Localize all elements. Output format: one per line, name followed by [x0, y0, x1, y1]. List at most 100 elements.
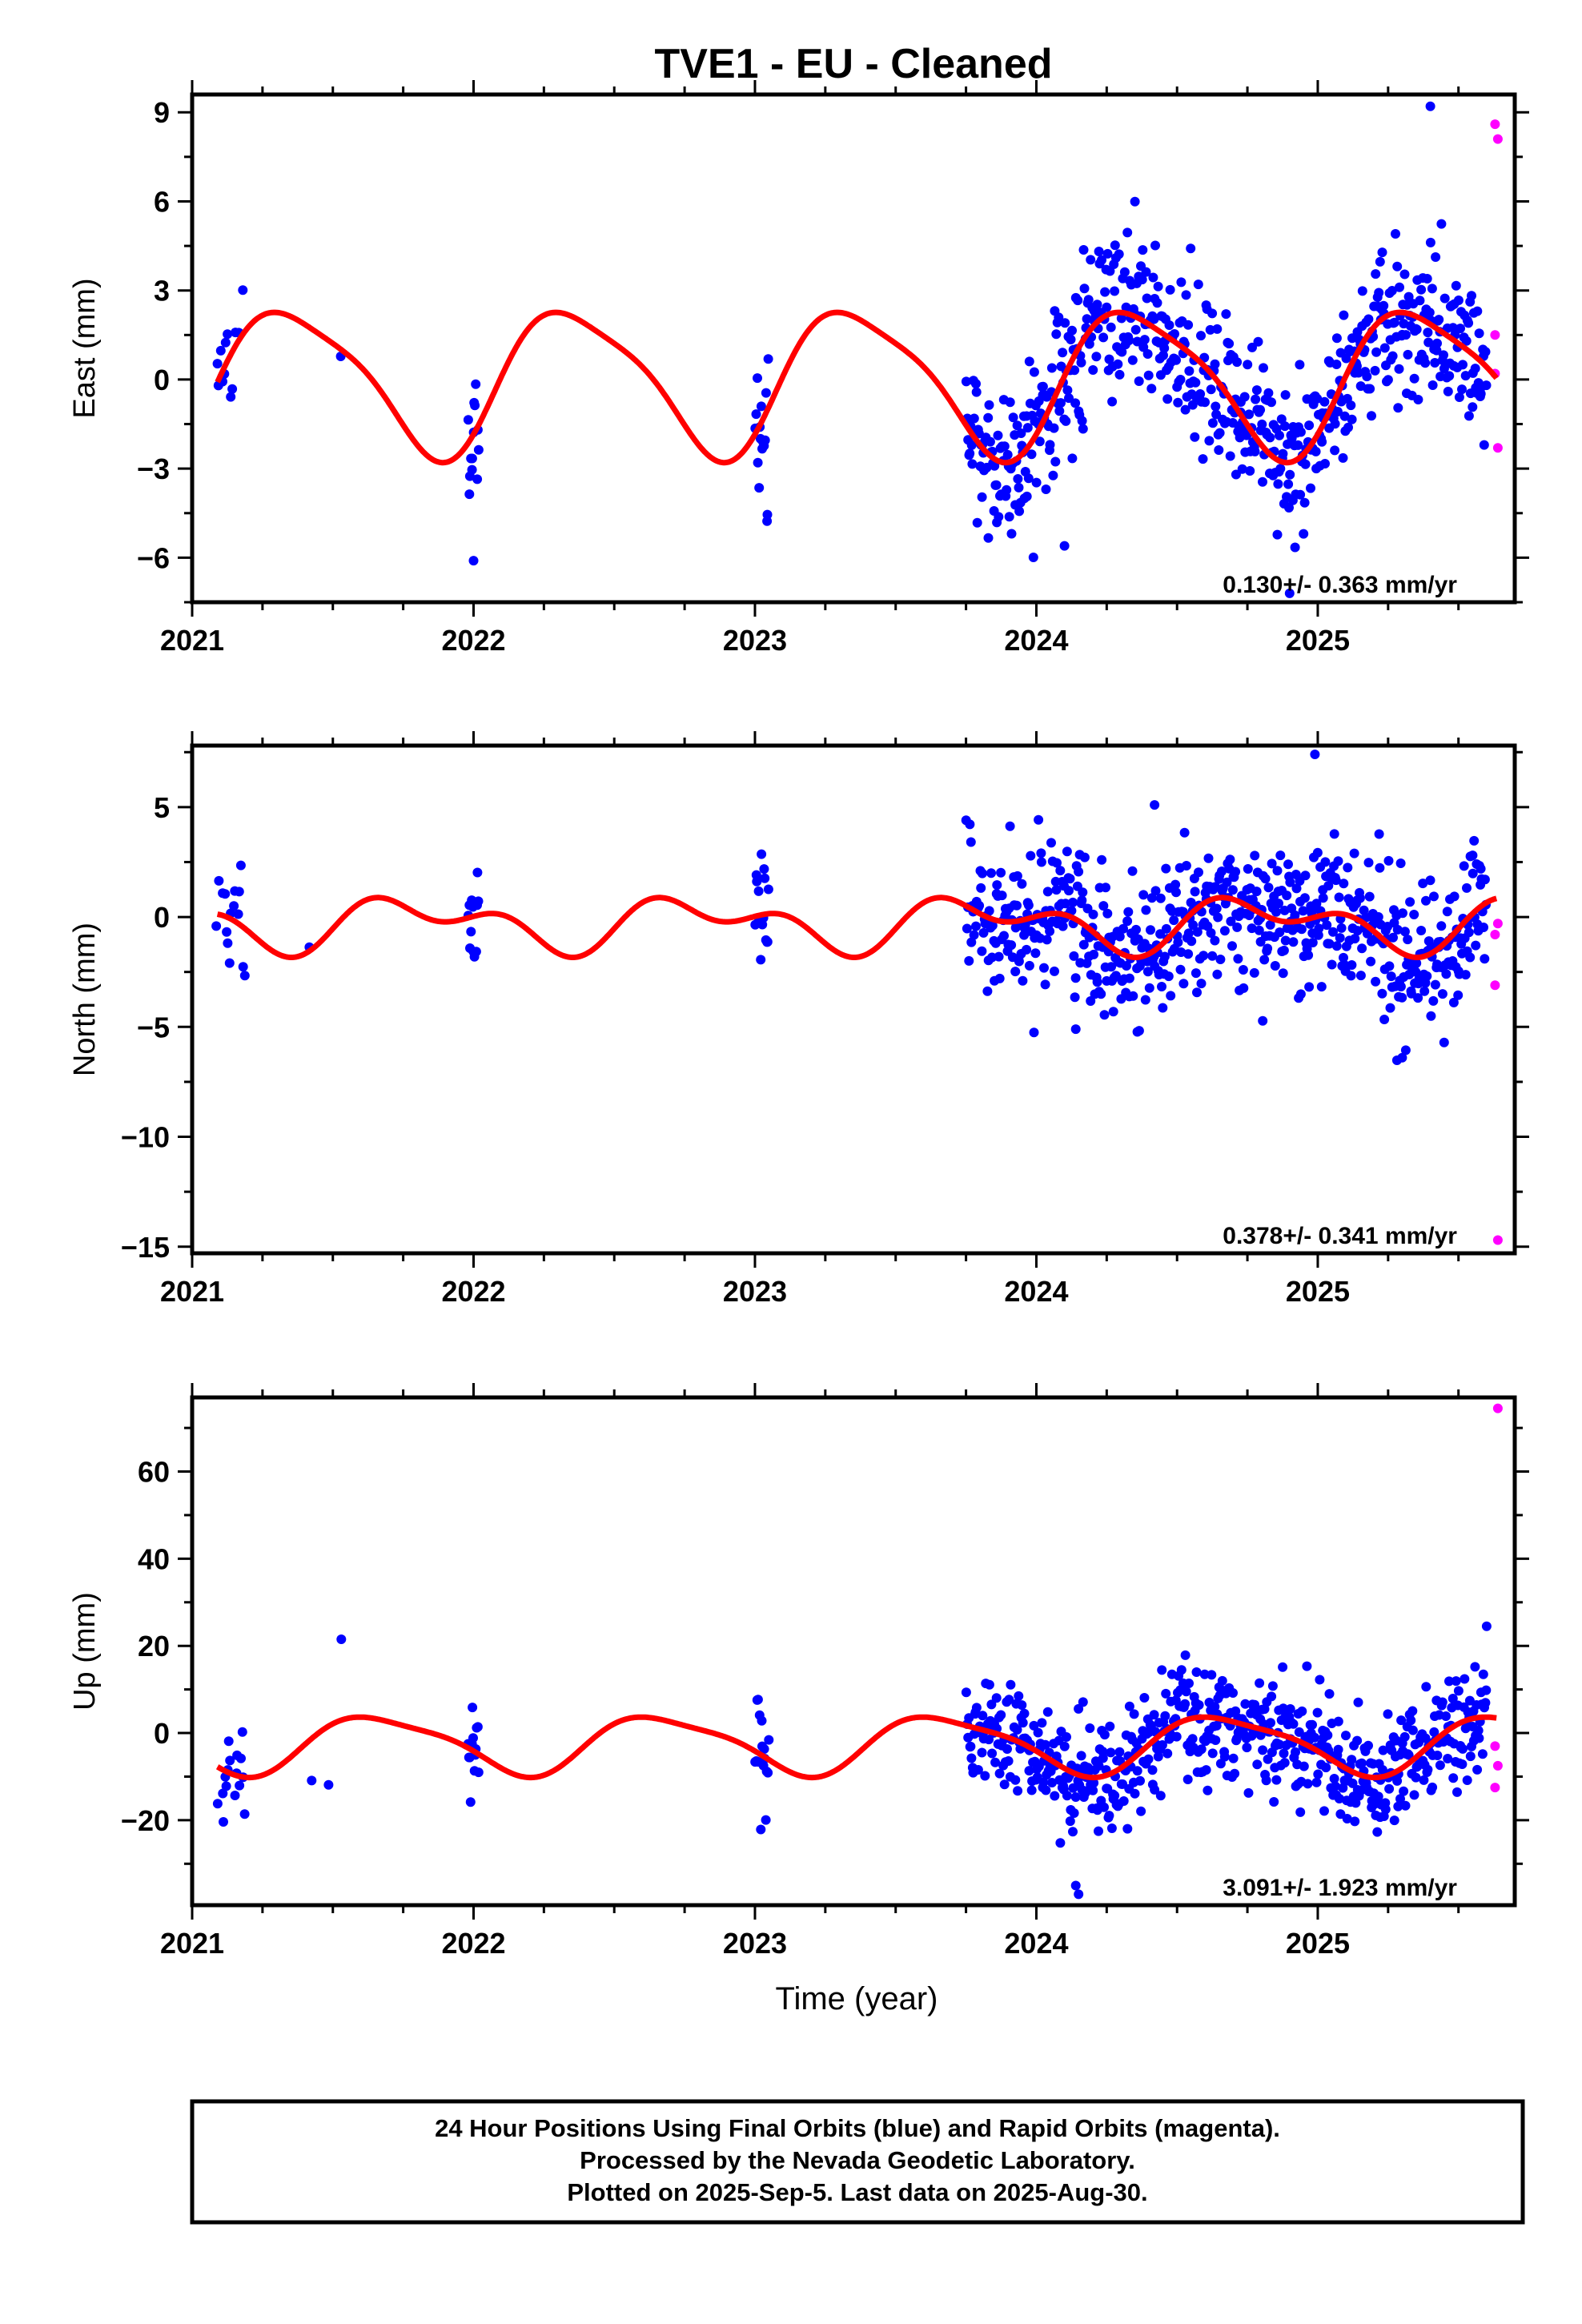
final-orbit-point: [472, 1722, 483, 1732]
final-orbit-point: [1206, 928, 1216, 938]
final-orbit-point: [1028, 553, 1038, 562]
final-orbit-point: [1310, 1732, 1320, 1743]
final-orbit-point: [1211, 401, 1221, 412]
final-orbit-point: [1267, 1681, 1278, 1691]
up-panel: 2021 2022 2023 2024 2025 −20 0 20 40 60 Up (mm) 3.0…: [68, 1383, 1529, 1960]
final-orbit-point: [470, 400, 480, 411]
final-orbit-point: [1038, 381, 1048, 392]
final-orbit-point: [1008, 412, 1018, 423]
final-orbit-point: [978, 1711, 988, 1721]
final-orbit-point: [1059, 541, 1070, 551]
final-orbit-point: [1219, 926, 1230, 936]
final-orbit-point: [1143, 1754, 1154, 1764]
final-orbit-point: [1258, 1745, 1268, 1755]
final-orbit-point: [1347, 1755, 1357, 1765]
final-orbit-point: [1427, 380, 1438, 390]
final-orbit-point: [1329, 829, 1339, 839]
final-orbit-point: [756, 955, 766, 965]
final-orbit-point: [235, 860, 246, 870]
final-orbit-point: [991, 1693, 1002, 1703]
final-orbit-point: [1141, 905, 1151, 915]
final-orbit-point: [1238, 965, 1248, 975]
final-orbit-point: [971, 379, 981, 389]
final-orbit-point: [1166, 991, 1176, 1001]
final-orbit-point: [1419, 1775, 1429, 1785]
final-orbit-point: [1019, 1708, 1030, 1719]
final-orbit-point: [234, 887, 244, 897]
final-orbit-point: [1338, 452, 1348, 463]
final-orbit-point: [1196, 1744, 1207, 1755]
final-orbit-point: [1206, 384, 1216, 395]
final-orbit-point: [1088, 909, 1098, 919]
final-orbit-point: [1030, 948, 1041, 959]
final-orbit-point: [1161, 923, 1171, 934]
final-orbit-point: [1227, 885, 1238, 895]
final-orbit-point: [1429, 891, 1439, 902]
y-tick-label: 3: [154, 275, 170, 308]
final-orbit-point: [1003, 1756, 1014, 1766]
final-orbit-point: [1356, 1758, 1367, 1768]
final-orbit-point: [1175, 375, 1186, 384]
final-orbit-point: [1036, 848, 1046, 858]
final-orbit-point: [1379, 300, 1389, 311]
final-orbit-point: [1422, 971, 1432, 981]
final-orbit-point: [976, 883, 986, 893]
final-orbit-point: [1221, 309, 1231, 320]
final-orbit-point: [211, 921, 222, 931]
final-orbit-point: [1458, 360, 1468, 370]
final-orbit-point: [1110, 286, 1120, 296]
final-orbit-point: [1389, 317, 1399, 328]
final-orbit-point: [1173, 397, 1183, 408]
final-orbit-point: [990, 1757, 1001, 1767]
final-orbit-point: [759, 1744, 769, 1754]
final-orbit-point: [1164, 320, 1174, 330]
final-orbit-point: [1074, 1703, 1084, 1714]
final-orbit-point: [1058, 348, 1068, 358]
final-orbit-point: [1129, 1709, 1139, 1719]
final-orbit-point: [1253, 336, 1263, 347]
final-orbit-point: [1285, 469, 1295, 480]
final-orbit-point: [1411, 324, 1422, 335]
final-orbit-point: [1118, 1796, 1129, 1806]
final-orbit-point: [1347, 960, 1357, 970]
final-orbit-point: [1311, 446, 1321, 456]
final-orbit-point: [1462, 883, 1472, 893]
y-axis-label: East (mm): [68, 278, 102, 418]
final-orbit-point: [1119, 267, 1130, 277]
final-orbit-point: [1388, 932, 1398, 943]
final-orbit-point: [1453, 296, 1464, 305]
final-orbit-point: [1453, 990, 1464, 1000]
final-orbit-point: [1294, 1727, 1304, 1737]
final-orbit-point: [1299, 893, 1310, 903]
final-orbit-point: [1418, 879, 1428, 889]
final-orbit-point: [1403, 349, 1413, 360]
final-orbit-point: [1374, 829, 1384, 839]
y-tick-label: −3: [137, 452, 170, 485]
final-orbit-point: [214, 875, 224, 886]
final-orbit-point: [1338, 1783, 1348, 1793]
final-orbit-point: [1153, 1751, 1163, 1762]
final-orbit-point: [1295, 427, 1306, 437]
final-orbit-point: [1231, 469, 1241, 480]
final-orbit-point: [1243, 1787, 1254, 1798]
final-orbit-point: [1026, 850, 1036, 861]
final-orbit-point: [1070, 973, 1081, 983]
final-orbit-point: [1045, 926, 1055, 936]
final-orbit-point: [978, 868, 987, 879]
final-orbit-point: [1240, 1699, 1251, 1709]
final-orbit-point: [1452, 1787, 1462, 1797]
final-orbit-point: [1255, 1730, 1266, 1740]
final-orbit-point: [1266, 1718, 1275, 1728]
final-orbit-point: [1274, 899, 1283, 909]
final-orbit-point: [1031, 477, 1042, 488]
final-orbit-point: [1299, 497, 1310, 508]
final-orbit-point: [1425, 875, 1435, 886]
rapid-orbit-point: [1490, 980, 1500, 991]
final-orbit-point: [1024, 960, 1034, 971]
final-orbit-point: [229, 901, 239, 911]
final-orbit-point: [1303, 950, 1314, 960]
final-orbit-point: [761, 1815, 771, 1825]
final-orbit-point: [1300, 459, 1311, 469]
final-orbit-point: [1263, 1754, 1273, 1764]
final-orbit-point: [1279, 1748, 1289, 1759]
